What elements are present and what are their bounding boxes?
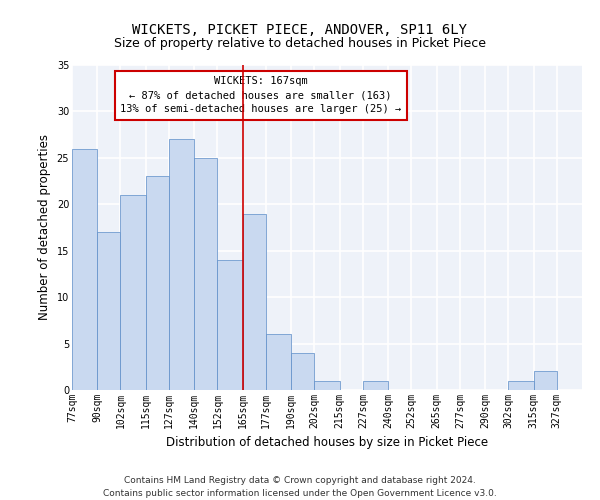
Bar: [314, 380, 340, 390]
Text: WICKETS, PICKET PIECE, ANDOVER, SP11 6LY: WICKETS, PICKET PIECE, ANDOVER, SP11 6LY: [133, 22, 467, 36]
Bar: [121, 195, 146, 390]
Text: Size of property relative to detached houses in Picket Piece: Size of property relative to detached ho…: [114, 38, 486, 51]
Text: WICKETS: 167sqm
← 87% of detached houses are smaller (163)
13% of semi-detached : WICKETS: 167sqm ← 87% of detached houses…: [120, 76, 401, 114]
Text: Contains HM Land Registry data © Crown copyright and database right 2024.: Contains HM Land Registry data © Crown c…: [124, 476, 476, 485]
Bar: [97, 232, 121, 390]
Bar: [169, 140, 194, 390]
Bar: [266, 334, 291, 390]
Bar: [146, 176, 169, 390]
Bar: [363, 380, 388, 390]
Y-axis label: Number of detached properties: Number of detached properties: [38, 134, 51, 320]
Text: Contains public sector information licensed under the Open Government Licence v3: Contains public sector information licen…: [103, 489, 497, 498]
Bar: [533, 372, 557, 390]
X-axis label: Distribution of detached houses by size in Picket Piece: Distribution of detached houses by size …: [166, 436, 488, 450]
Bar: [242, 214, 266, 390]
Bar: [194, 158, 217, 390]
Bar: [72, 148, 97, 390]
Bar: [508, 380, 533, 390]
Bar: [291, 353, 314, 390]
Bar: [217, 260, 242, 390]
